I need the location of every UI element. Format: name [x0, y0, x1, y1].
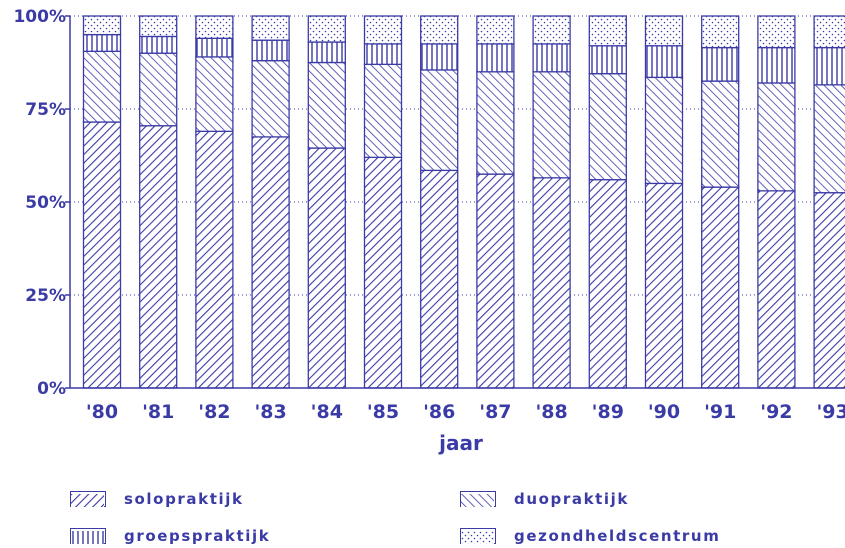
bar-segment-groepspraktijk-7 — [477, 44, 514, 72]
bar-segment-duopraktijk-4 — [308, 63, 345, 149]
bar-segment-solopraktijk-10 — [646, 183, 683, 388]
bar-segment-groepspraktijk-3 — [252, 40, 289, 60]
bar-segment-groepspraktijk-11 — [702, 48, 739, 81]
bar-segment-solopraktijk-2 — [196, 131, 233, 388]
bar-segment-solopraktijk-13 — [814, 193, 845, 388]
x-tick-label: '92 — [760, 401, 792, 423]
legend-label-gezondheldscentrum: gezondheldscentrum — [514, 527, 720, 545]
bar-segment-solopraktijk-1 — [140, 126, 177, 388]
x-tick-label: '83 — [254, 401, 286, 423]
y-tick-label: 50% — [25, 193, 66, 213]
x-tick-label: '85 — [367, 401, 399, 423]
bar-segment-duopraktijk-8 — [533, 72, 570, 178]
x-tick-label: '81 — [142, 401, 174, 423]
x-tick-label: '93 — [816, 401, 845, 423]
bar-segment-gezondheldscentrum-12 — [758, 16, 795, 48]
bar-segment-gezondheldscentrum-8 — [533, 16, 570, 44]
bar-segment-groepspraktijk-4 — [308, 42, 345, 62]
bar-segment-solopraktijk-4 — [308, 148, 345, 388]
bar-segment-gezondheldscentrum-2 — [196, 16, 233, 38]
x-tick-label: '84 — [311, 401, 343, 423]
bar-segment-duopraktijk-9 — [589, 74, 626, 180]
x-tick-label: '91 — [704, 401, 736, 423]
bar-segment-groepspraktijk-13 — [814, 48, 845, 85]
bar-segment-duopraktijk-1 — [140, 53, 177, 126]
y-tick-label: 25% — [25, 286, 66, 306]
bar-segment-solopraktijk-11 — [702, 187, 739, 388]
bar-segment-gezondheldscentrum-7 — [477, 16, 514, 44]
bar-segment-gezondheldscentrum-0 — [84, 16, 121, 35]
legend-swatch-duopraktijk — [460, 491, 496, 507]
bar-segment-duopraktijk-6 — [421, 70, 458, 170]
bar-segment-gezondheldscentrum-6 — [421, 16, 458, 44]
x-tick-label: '82 — [198, 401, 230, 423]
bar-segment-duopraktijk-13 — [814, 85, 845, 193]
bar-segment-groepspraktijk-12 — [758, 48, 795, 83]
bar-segment-gezondheldscentrum-9 — [589, 16, 626, 46]
bar-segment-solopraktijk-8 — [533, 178, 570, 388]
bar-segment-duopraktijk-2 — [196, 57, 233, 131]
legend-item-gezondheldscentrum: gezondheldscentrum — [460, 527, 720, 545]
legend-label-groepspraktijk: groepspraktijk — [124, 527, 270, 545]
bar-segment-duopraktijk-11 — [702, 81, 739, 187]
bar-segment-groepspraktijk-5 — [365, 44, 402, 64]
bar-segment-groepspraktijk-6 — [421, 44, 458, 70]
legend-item-groepspraktijk: groepspraktijk — [70, 527, 270, 545]
bar-segment-solopraktijk-3 — [252, 137, 289, 388]
bar-segment-gezondheldscentrum-4 — [308, 16, 345, 42]
bar-segment-solopraktijk-12 — [758, 191, 795, 388]
x-tick-label: '80 — [86, 401, 118, 423]
bar-segment-solopraktijk-0 — [84, 122, 121, 388]
bar-segment-duopraktijk-0 — [84, 51, 121, 122]
legend-swatch-gezondheldscentrum — [460, 528, 496, 544]
bar-segment-duopraktijk-3 — [252, 61, 289, 137]
y-tick-label: 0% — [37, 379, 66, 399]
bar-segment-duopraktijk-5 — [365, 64, 402, 157]
bar-segment-gezondheldscentrum-10 — [646, 16, 683, 46]
bar-segment-groepspraktijk-0 — [84, 35, 121, 52]
bar-segment-duopraktijk-12 — [758, 83, 795, 191]
bar-segment-gezondheldscentrum-11 — [702, 16, 739, 48]
legend-item-solopraktijk: solopraktijk — [70, 490, 244, 508]
bar-segment-solopraktijk-5 — [365, 157, 402, 388]
bars — [84, 16, 845, 388]
bar-segment-groepspraktijk-8 — [533, 44, 570, 72]
bar-segment-gezondheldscentrum-13 — [814, 16, 845, 48]
bar-segment-groepspraktijk-10 — [646, 46, 683, 78]
bar-segment-duopraktijk-10 — [646, 77, 683, 183]
bar-segment-gezondheldscentrum-5 — [365, 16, 402, 44]
bar-segment-groepspraktijk-1 — [140, 36, 177, 53]
legend-item-duopraktijk: duopraktijk — [460, 490, 629, 508]
x-tick-label: '90 — [648, 401, 680, 423]
x-tick-label: '86 — [423, 401, 455, 423]
x-tick-label: '87 — [479, 401, 511, 423]
bar-segment-groepspraktijk-2 — [196, 38, 233, 57]
x-axis-title: jaar — [438, 431, 483, 455]
bar-segment-solopraktijk-7 — [477, 174, 514, 388]
bar-segment-solopraktijk-6 — [421, 170, 458, 388]
legend-label-solopraktijk: solopraktijk — [124, 490, 244, 508]
x-tick-label: '89 — [592, 401, 624, 423]
bar-segment-gezondheldscentrum-3 — [252, 16, 289, 40]
x-tick-label: '88 — [535, 401, 567, 423]
bar-segment-duopraktijk-7 — [477, 72, 514, 174]
bar-segment-gezondheldscentrum-1 — [140, 16, 177, 36]
legend-swatch-solopraktijk — [70, 491, 106, 507]
bar-segment-solopraktijk-9 — [589, 180, 626, 388]
bar-segment-groepspraktijk-9 — [589, 46, 626, 74]
y-tick-label: 100% — [13, 7, 66, 27]
legend-label-duopraktijk: duopraktijk — [514, 490, 629, 508]
y-tick-label: 75% — [25, 100, 66, 120]
legend-swatch-groepspraktijk — [70, 528, 106, 544]
